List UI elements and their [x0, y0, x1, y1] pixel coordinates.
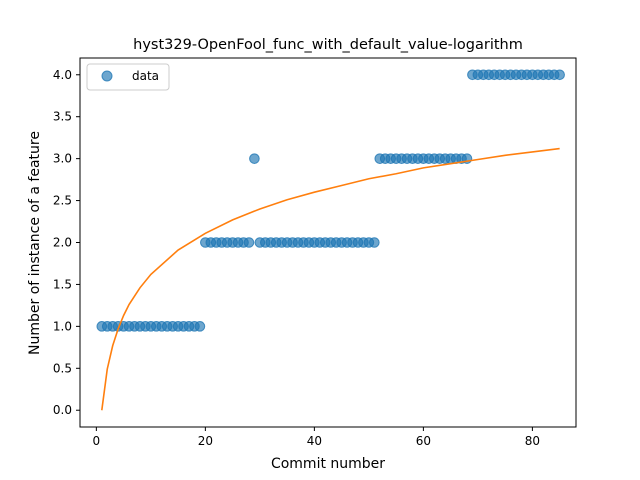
x-axis-ticks: 0 20 40 60 80 — [93, 427, 540, 448]
legend-marker-data — [101, 70, 113, 82]
fit-curve-line — [101, 147, 560, 411]
data-point — [249, 153, 260, 164]
legend-box — [86, 63, 170, 91]
x-tick-label: 60 — [416, 434, 431, 448]
plot-area — [96, 69, 565, 411]
y-tick-label: 4.0 — [53, 68, 72, 82]
data-point — [194, 321, 206, 332]
y-tick-label: 1.0 — [53, 319, 72, 333]
y-tick-label: 2.5 — [53, 194, 72, 208]
y-tick-label: 0.0 — [53, 403, 72, 417]
y-axis-label: Number of instance of a feature — [27, 131, 43, 355]
legend-label-data: data — [132, 69, 159, 83]
x-tick-label: 20 — [198, 434, 213, 448]
x-tick-label: 0 — [93, 434, 101, 448]
x-tick-label: 40 — [307, 434, 322, 448]
y-tick-label: 1.5 — [53, 277, 72, 291]
x-axis-label: Commit number — [271, 456, 385, 472]
data-point — [243, 237, 255, 248]
y-tick-label: 0.5 — [53, 361, 72, 375]
y-tick-label: 3.5 — [53, 110, 72, 124]
data-point — [554, 69, 565, 81]
y-axis-ticks: 0.0 0.5 1.0 1.5 2.0 2.5 3.0 3.5 4.0 — [53, 68, 80, 417]
y-tick-label: 2.0 — [53, 236, 72, 250]
legend: data — [86, 63, 170, 91]
chart-title: hyst329-OpenFool_func_with_default_value… — [133, 37, 523, 53]
y-tick-label: 3.0 — [53, 152, 72, 166]
x-tick-label: 80 — [525, 434, 540, 448]
data-point — [369, 237, 380, 248]
